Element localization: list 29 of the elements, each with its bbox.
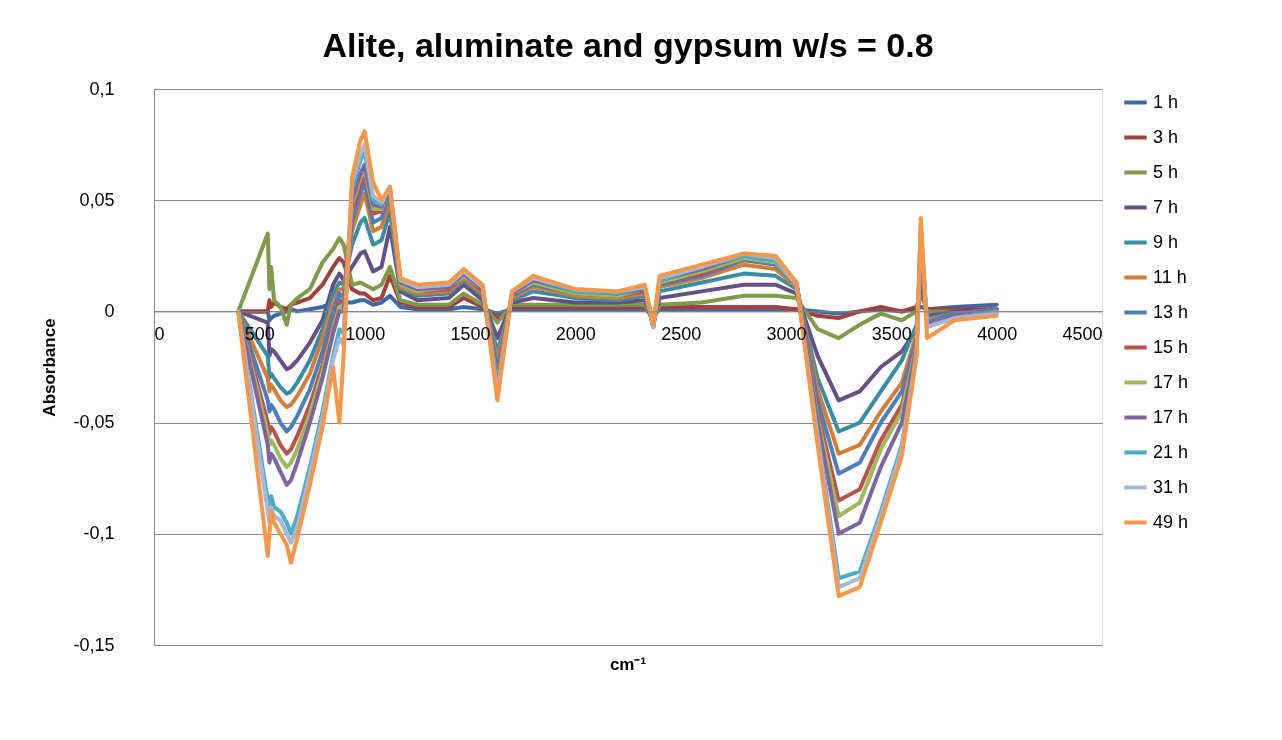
y-tick-label: -0,15 [73,634,115,655]
legend-label: 49 h [1153,511,1189,532]
legend-label: 31 h [1153,476,1189,497]
y-tick-label: -0,05 [73,412,115,433]
legend-label: 13 h [1153,301,1189,322]
legend-label: 5 h [1153,161,1179,182]
x-tick-label: 4000 [977,323,1018,344]
x-tick-label: 1000 [345,323,386,344]
y-tick-label: 0 [104,300,115,321]
x-axis-title: cm⁻¹ [609,655,647,674]
y-tick-label: 0,05 [79,189,115,210]
legend-label: 7 h [1153,196,1179,217]
x-tick-label: 4500 [1062,323,1103,344]
legend-label: 15 h [1153,336,1189,357]
x-tick-label: 0 [154,323,165,344]
y-tick-label: 0,1 [89,78,115,99]
x-tick-label: 3500 [871,323,912,344]
y-tick-label: -0,1 [83,523,115,544]
x-tick-label: 2000 [555,323,596,344]
legend-label: 11 h [1153,266,1187,287]
legend-label: 9 h [1153,231,1179,252]
legend-label: 3 h [1153,126,1179,147]
legend-label: 1 h [1153,91,1179,112]
chart-title: Alite, aluminate and gypsum w/s = 0.8 [322,26,934,64]
legend-label: 17 h [1153,406,1189,427]
legend-label: 17 h [1153,371,1189,392]
y-axis-title: Absorbance [40,318,60,417]
x-tick-label: 2500 [661,323,702,344]
legend-label: 21 h [1153,441,1189,462]
